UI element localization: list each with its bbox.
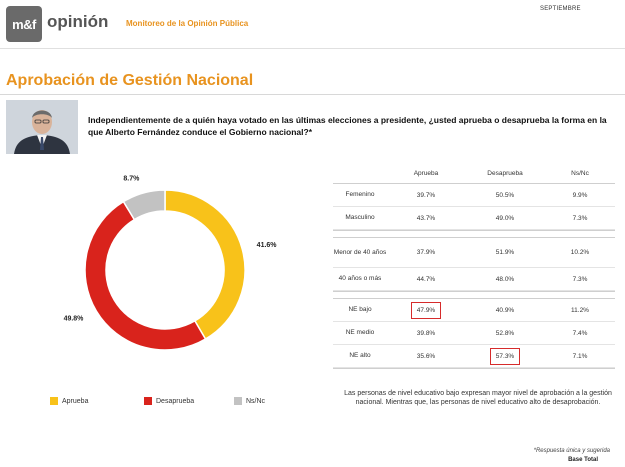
table-cell: 44.7%	[416, 275, 436, 283]
table-row: 40 años o más 44.7% 48.0% 7.3%	[333, 268, 615, 291]
highlight-box: 57.3%	[489, 347, 521, 365]
table-cell: 50.5%	[495, 191, 515, 199]
column-header: Aprueba	[413, 169, 439, 177]
table-group: NE bajo 47.9% 40.9% 11.2% NE medio 39.8% 52.8%…	[333, 298, 615, 369]
legend-label-nsnc: Ns/Nc	[246, 397, 266, 405]
table-row: Menor de 40 años 37.9% 51.9% 10.2%	[333, 238, 615, 268]
column-header: Ns/Nc	[571, 169, 589, 177]
table-cell: 10.2%	[570, 249, 590, 256]
row-label: Masculino	[345, 214, 375, 221]
table-cell: 51.9%	[495, 249, 515, 256]
table-cell: 39.7%	[416, 191, 436, 199]
row-label: 40 años o más	[338, 275, 382, 282]
legend-label-aprueba: Aprueba	[62, 397, 89, 405]
table-cell: 11.2%	[571, 306, 589, 314]
table-cell: 35.6%	[416, 352, 436, 360]
table-row: NE alto 35.6% 57.3% 7.1%	[333, 345, 615, 368]
survey-question: Independientemente de a quién haya votad…	[88, 115, 607, 137]
month-label: SEPTIEMBRE	[540, 6, 581, 12]
table-cell: 7.4%	[572, 329, 588, 337]
legend-item-nsnc: Ns/Nc	[234, 397, 265, 405]
footnote: *Respuesta única y sugerida	[533, 448, 610, 454]
donut-slice-nsnc	[122, 189, 166, 221]
table-row: NE medio 39.8% 52.8% 7.4%	[333, 322, 615, 345]
table-cell: 40.9%	[495, 306, 515, 314]
table-row: NE bajo 47.9% 40.9% 11.2%	[333, 299, 615, 322]
title-divider	[0, 94, 625, 95]
table-cell: 47.9%	[387, 301, 465, 319]
approval-donut-chart: 41.6% 49.8% 8.7%	[64, 176, 278, 351]
table-row: Masculino 43.7% 49.0% 7.3%	[333, 207, 615, 230]
donut-label-aprueba: 41.6%	[257, 242, 278, 249]
page-title: Aprobación de Gestión Nacional	[6, 72, 254, 89]
person-portrait-icon	[6, 100, 78, 154]
table-cell: 37.9%	[416, 249, 436, 256]
table-cell: 57.3%	[465, 347, 545, 365]
table-cell: 7.1%	[572, 352, 588, 360]
legend-swatch-desaprueba	[144, 397, 152, 405]
table-cell: 48.0%	[495, 275, 515, 283]
header-divider	[0, 48, 625, 49]
table-group: Femenino 39.7% 50.5% 9.9% Masculino 43.7% 49.0…	[333, 183, 615, 231]
table-cell: 49.0%	[495, 214, 515, 222]
row-label: NE bajo	[348, 306, 372, 313]
brand-word: opinión	[47, 12, 109, 31]
donut-slice-aprueba	[164, 189, 246, 341]
legend-item-desaprueba: Desaprueba	[144, 397, 194, 405]
legend-swatch-aprueba	[50, 397, 58, 405]
table-cell: 7.3%	[572, 214, 588, 222]
row-label: Femenino	[345, 191, 375, 198]
insight-note: Las personas de nivel educativo bajo exp…	[344, 390, 612, 406]
legend-item-aprueba: Aprueba	[50, 397, 88, 405]
table-cell: 52.8%	[495, 329, 515, 337]
donut-slice-desaprueba	[84, 200, 207, 351]
row-label: NE alto	[349, 352, 371, 359]
segment-table: Aprueba Desaprueba Ns/Nc Femenino 39.7% 50.5%…	[333, 163, 615, 375]
legend-label-desaprueba: Desaprueba	[156, 397, 195, 405]
donut-label-nsnc: 8.7%	[123, 176, 140, 183]
table-cell: 9.9%	[572, 191, 588, 199]
row-label: NE medio	[345, 329, 375, 336]
table-cell: 39.8%	[416, 329, 436, 337]
table-cell: 7.3%	[572, 275, 588, 283]
column-header: Desaprueba	[487, 169, 523, 177]
brand-logo: m&f	[6, 6, 42, 42]
highlight-box: 47.9%	[410, 301, 442, 319]
legend-swatch-nsnc	[234, 397, 242, 405]
table-header-row: Aprueba Desaprueba Ns/Nc	[333, 163, 615, 183]
president-photo	[6, 100, 78, 154]
donut-label-desaprueba: 49.8%	[64, 316, 85, 323]
row-label: Menor de 40 años	[333, 248, 387, 256]
table-group: Menor de 40 años 37.9% 51.9% 10.2% 40 años o…	[333, 237, 615, 292]
table-cell: 43.7%	[416, 214, 436, 222]
base-label: Base Total	[568, 457, 598, 463]
table-row: Femenino 39.7% 50.5% 9.9%	[333, 184, 615, 207]
header-subtitle: Monitoreo de la Opinión Pública	[126, 19, 249, 28]
